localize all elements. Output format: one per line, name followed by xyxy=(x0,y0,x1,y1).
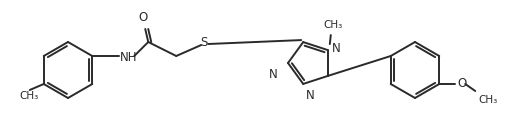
Text: NH: NH xyxy=(120,50,138,64)
Text: N: N xyxy=(332,42,341,55)
Text: S: S xyxy=(200,35,208,49)
Text: O: O xyxy=(457,76,467,90)
Text: CH₃: CH₃ xyxy=(19,91,39,101)
Text: N: N xyxy=(269,68,278,81)
Text: N: N xyxy=(306,89,315,102)
Text: CH₃: CH₃ xyxy=(478,95,497,105)
Text: O: O xyxy=(139,11,148,24)
Text: CH₃: CH₃ xyxy=(323,20,342,30)
